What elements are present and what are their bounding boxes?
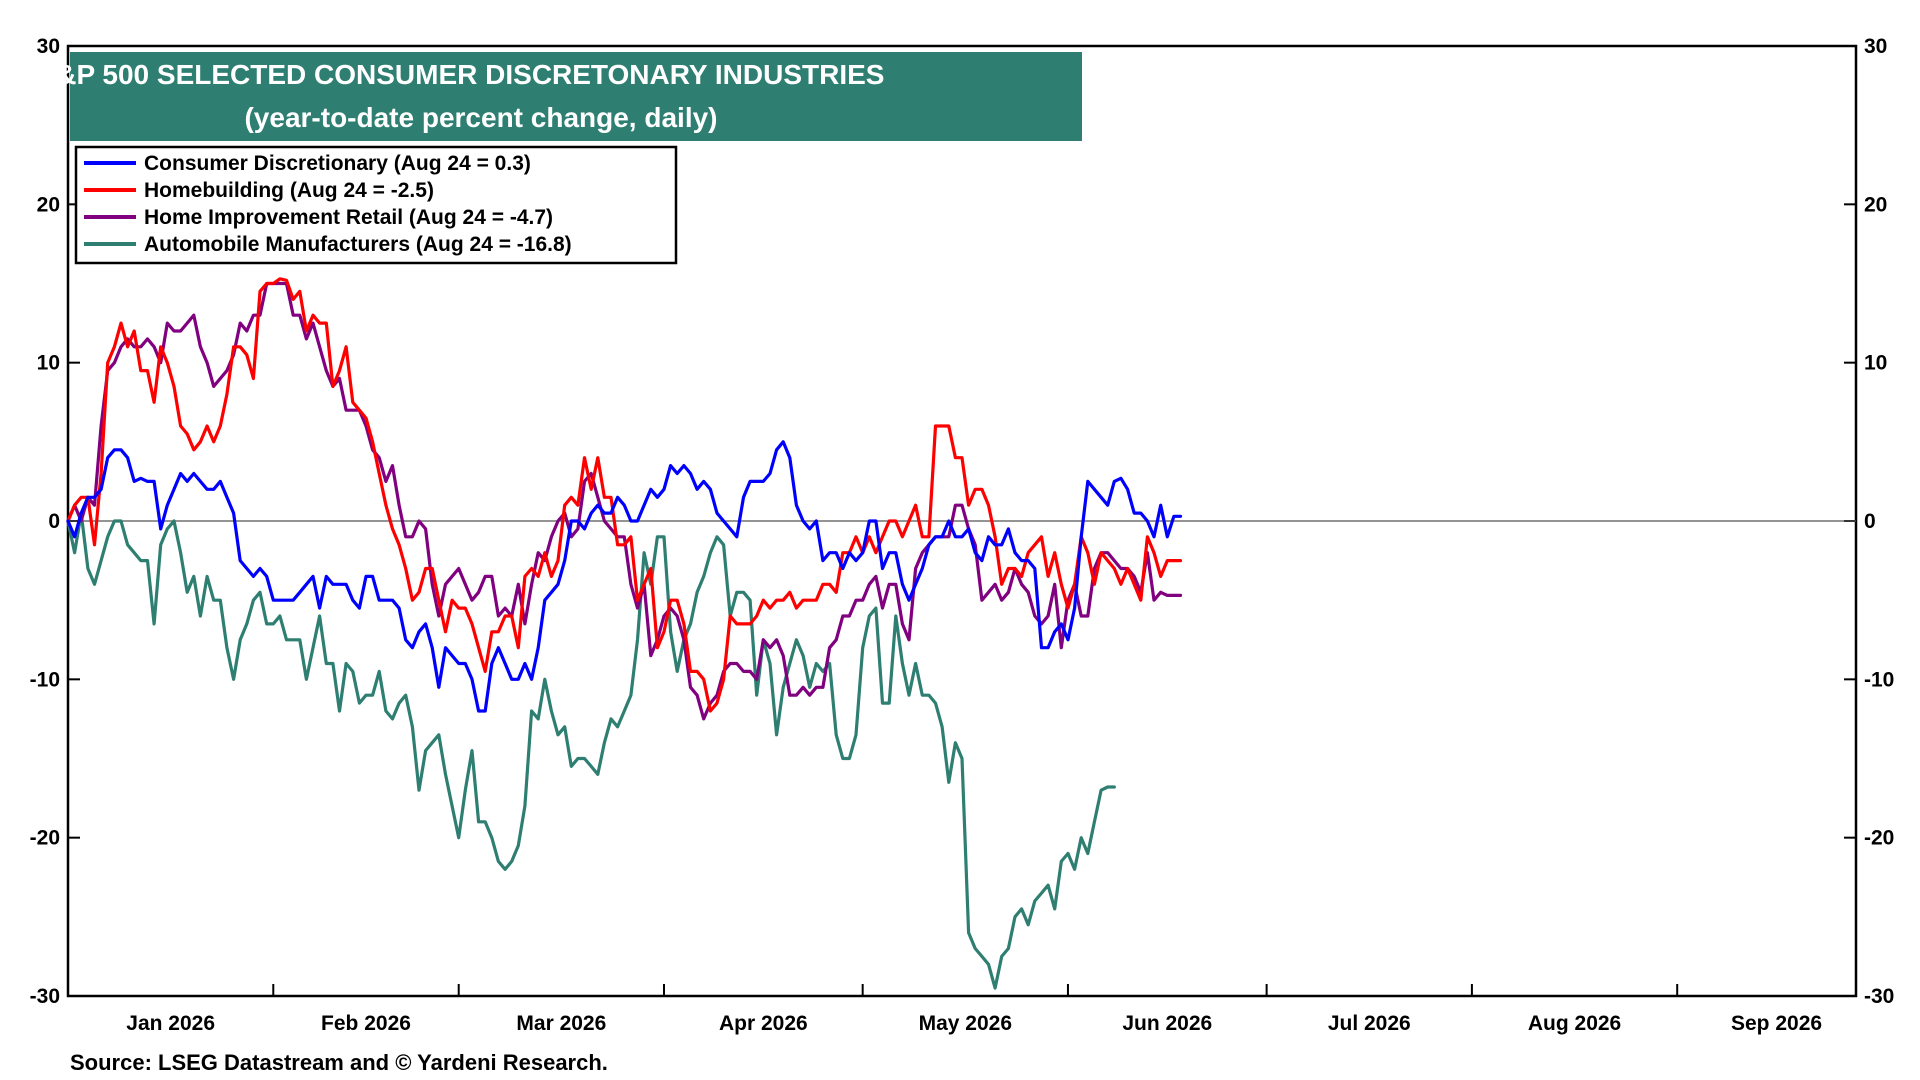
y-tick-label-left: 20	[37, 193, 60, 216]
y-tick-label-right: 20	[1864, 193, 1887, 216]
x-axis: Jan 2026 Feb 2026 Mar 2026 Apr 2026 May 2026…	[67, 984, 1822, 1035]
y-tick-label-left: 10	[37, 352, 60, 375]
y-tick-label-right: 30	[1864, 35, 1887, 58]
series-line-consumer-discretionary	[66, 440, 1183, 713]
series-line-home-improvement	[66, 281, 1183, 721]
legend-label-home-improvement: Home Improvement Retail (Aug 24 = -4.7)	[144, 206, 553, 229]
x-tick-label: Sep 2026	[1731, 1012, 1822, 1035]
title-box: S&P 500 SELECTED CONSUMER DISCRETONARY I…	[38, 52, 1082, 141]
x-tick-label: May 2026	[919, 1012, 1012, 1035]
y-tick-label-left: -30	[30, 985, 60, 1008]
chart-title: S&P 500 SELECTED CONSUMER DISCRETONARY I…	[38, 59, 885, 90]
x-tick-label: Feb 2026	[321, 1012, 411, 1035]
legend-label-automobile: Automobile Manufacturers (Aug 24 = -16.8…	[144, 233, 572, 256]
y-tick-label-right: 0	[1864, 510, 1876, 533]
y-tick-label-right: 10	[1864, 352, 1887, 375]
x-tick-label: Apr 2026	[719, 1012, 808, 1035]
x-tick-label: Jan 2026	[126, 1012, 215, 1035]
y-tick-label-right: -20	[1864, 827, 1894, 850]
legend-label-homebuilding: Homebuilding (Aug 24 = -2.5)	[144, 179, 434, 202]
y-tick-label-right: -10	[1864, 668, 1894, 691]
y-tick-label-right: -30	[1864, 985, 1894, 1008]
source-note: Source: LSEG Datastream and © Yardeni Re…	[70, 1050, 608, 1075]
y-tick-label-left: -10	[30, 668, 60, 691]
legend-label-consumer-discretionary: Consumer Discretionary (Aug 24 = 0.3)	[144, 152, 531, 175]
x-tick-label: Aug 2026	[1528, 1012, 1621, 1035]
chart-subtitle: (year-to-date percent change, daily)	[244, 102, 717, 133]
y-axis-right: 30 20 10 0 -10 -20 -30	[1844, 35, 1894, 1008]
x-tick-label: Jul 2026	[1328, 1012, 1411, 1035]
series-line-homebuilding	[66, 277, 1183, 713]
legend: Consumer Discretionary (Aug 24 = 0.3) Ho…	[74, 145, 678, 265]
legend-box	[74, 145, 678, 265]
series-line-automobile	[66, 511, 1116, 990]
y-tick-label-left: 0	[48, 510, 60, 533]
series-layer	[66, 277, 1183, 990]
title-background	[70, 52, 1082, 141]
x-tick-label: Jun 2026	[1122, 1012, 1212, 1035]
x-tick-label: Mar 2026	[516, 1012, 606, 1035]
y-tick-label-left: 30	[37, 35, 60, 58]
y-tick-label-left: -20	[30, 827, 60, 850]
